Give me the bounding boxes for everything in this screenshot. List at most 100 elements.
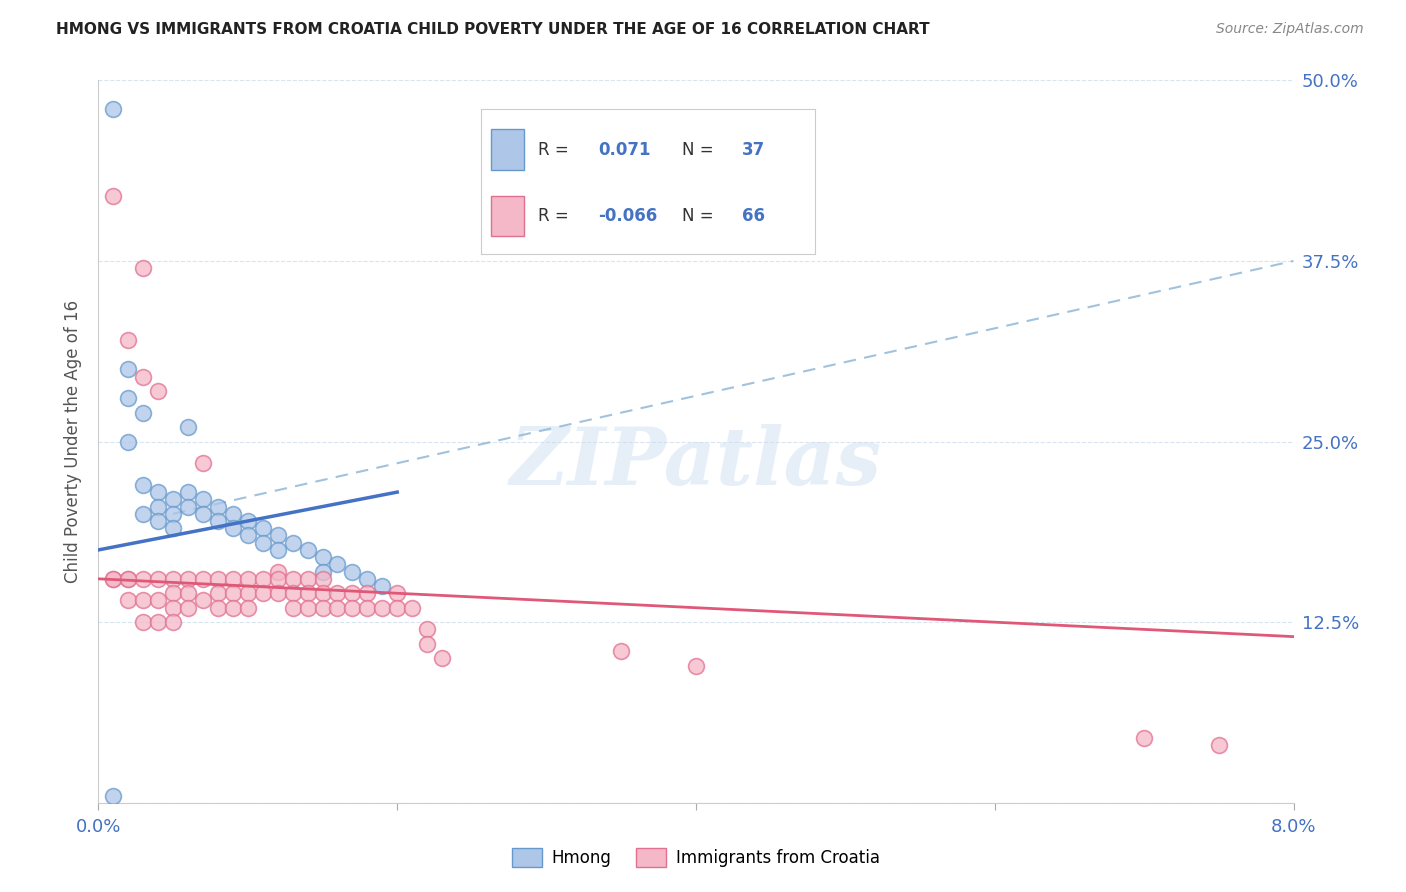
- Point: [236, 514, 259, 528]
- Point: [132, 593, 155, 607]
- Point: [236, 586, 259, 600]
- Point: [222, 572, 245, 586]
- Point: [236, 528, 259, 542]
- Point: [207, 600, 229, 615]
- Point: [132, 507, 155, 521]
- Point: [162, 615, 184, 630]
- Point: [207, 572, 229, 586]
- Point: [311, 600, 333, 615]
- Point: [162, 600, 184, 615]
- Point: [148, 572, 170, 586]
- Point: [342, 600, 364, 615]
- Point: [236, 600, 259, 615]
- Point: [132, 615, 155, 630]
- Point: [281, 572, 304, 586]
- Point: [297, 572, 319, 586]
- Point: [132, 572, 155, 586]
- Point: [148, 514, 170, 528]
- Point: [117, 572, 139, 586]
- Point: [162, 586, 184, 600]
- Point: [326, 558, 349, 572]
- Point: [356, 586, 378, 600]
- Point: [267, 542, 290, 557]
- Point: [267, 528, 290, 542]
- Point: [356, 572, 378, 586]
- Point: [267, 565, 290, 579]
- Point: [177, 572, 200, 586]
- Point: [162, 521, 184, 535]
- Point: [207, 586, 229, 600]
- Point: [685, 658, 707, 673]
- Point: [148, 593, 170, 607]
- Point: [103, 572, 125, 586]
- Point: [371, 600, 394, 615]
- Point: [326, 586, 349, 600]
- Point: [385, 586, 409, 600]
- Point: [281, 535, 304, 549]
- Point: [267, 586, 290, 600]
- Point: [177, 600, 200, 615]
- Point: [191, 456, 214, 470]
- Point: [326, 600, 349, 615]
- Legend: Hmong, Immigrants from Croatia: Hmong, Immigrants from Croatia: [505, 841, 887, 874]
- Point: [103, 789, 125, 803]
- Point: [177, 485, 200, 500]
- Point: [222, 507, 245, 521]
- Point: [401, 600, 423, 615]
- Point: [132, 261, 155, 276]
- Point: [132, 478, 155, 492]
- Point: [117, 391, 139, 405]
- Point: [385, 600, 409, 615]
- Point: [103, 189, 125, 203]
- Point: [191, 492, 214, 507]
- Text: ZIPatlas: ZIPatlas: [510, 425, 882, 502]
- Point: [148, 384, 170, 398]
- Point: [297, 586, 319, 600]
- Point: [148, 615, 170, 630]
- Point: [236, 572, 259, 586]
- Point: [103, 102, 125, 116]
- Point: [311, 550, 333, 565]
- Point: [162, 507, 184, 521]
- Point: [148, 485, 170, 500]
- Text: Source: ZipAtlas.com: Source: ZipAtlas.com: [1216, 22, 1364, 37]
- Point: [162, 572, 184, 586]
- Point: [103, 572, 125, 586]
- Point: [132, 369, 155, 384]
- Point: [252, 586, 274, 600]
- Point: [311, 586, 333, 600]
- Point: [297, 542, 319, 557]
- Point: [430, 651, 453, 665]
- Point: [311, 572, 333, 586]
- Point: [342, 586, 364, 600]
- Point: [177, 500, 200, 514]
- Point: [342, 565, 364, 579]
- Text: HMONG VS IMMIGRANTS FROM CROATIA CHILD POVERTY UNDER THE AGE OF 16 CORRELATION C: HMONG VS IMMIGRANTS FROM CROATIA CHILD P…: [56, 22, 929, 37]
- Point: [117, 362, 139, 376]
- Point: [281, 586, 304, 600]
- Point: [148, 500, 170, 514]
- Point: [132, 406, 155, 420]
- Point: [117, 434, 139, 449]
- Point: [177, 420, 200, 434]
- Point: [297, 600, 319, 615]
- Point: [311, 565, 333, 579]
- Point: [207, 500, 229, 514]
- Point: [416, 637, 439, 651]
- Point: [222, 521, 245, 535]
- Point: [207, 514, 229, 528]
- Point: [191, 507, 214, 521]
- Point: [267, 572, 290, 586]
- Point: [252, 521, 274, 535]
- Y-axis label: Child Poverty Under the Age of 16: Child Poverty Under the Age of 16: [65, 300, 83, 583]
- Point: [252, 572, 274, 586]
- Point: [371, 579, 394, 593]
- Point: [162, 492, 184, 507]
- Point: [610, 644, 633, 658]
- Point: [117, 593, 139, 607]
- Point: [1133, 731, 1156, 745]
- Point: [117, 572, 139, 586]
- Point: [222, 600, 245, 615]
- Point: [177, 586, 200, 600]
- Point: [1208, 738, 1230, 752]
